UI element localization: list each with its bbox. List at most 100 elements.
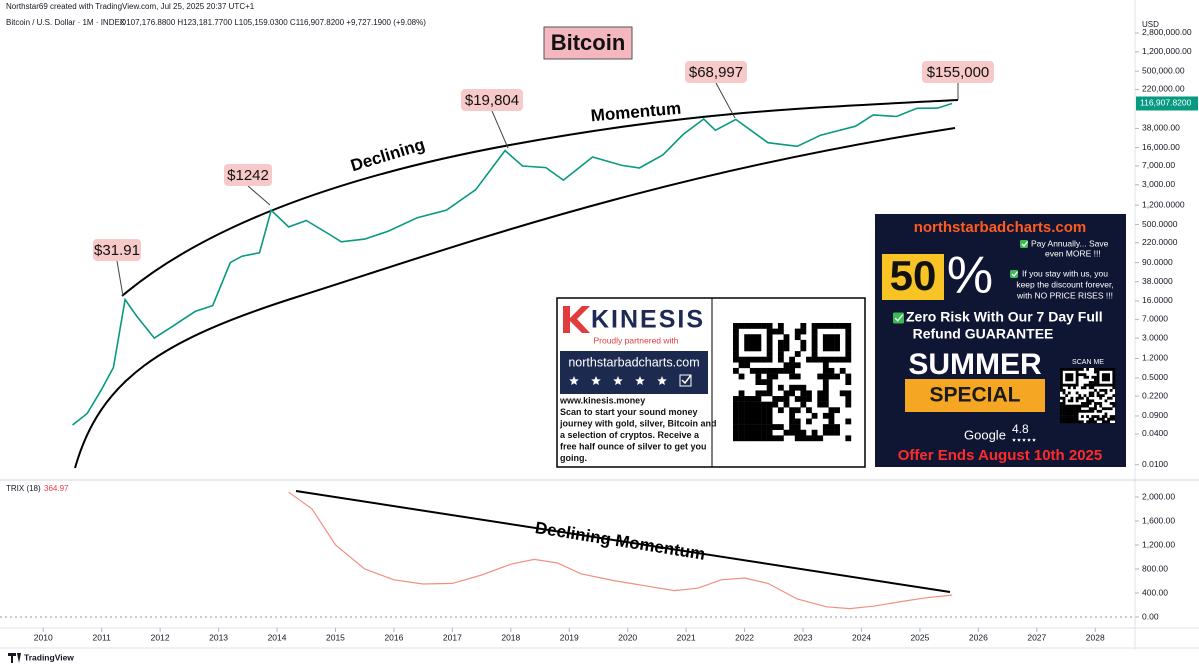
qr-cell [1070, 412, 1074, 416]
qr-cell [1070, 407, 1074, 411]
star [1027, 438, 1031, 442]
qr-cell [761, 407, 767, 414]
qr-cell [794, 362, 801, 369]
promo-site: northstarbadcharts.com [914, 219, 1087, 236]
qr-cell [738, 412, 745, 419]
qr-cell [794, 373, 801, 380]
qr-cell [834, 334, 840, 341]
y-tick-label: 7.0000 [1142, 314, 1168, 324]
qr-cell [744, 435, 751, 442]
qr-cell [806, 435, 812, 442]
qr-cell [800, 323, 807, 329]
y-tick-label: 1,200.0000 [1142, 199, 1185, 209]
qr-cell [1073, 407, 1076, 411]
y-tick-label: 1.2000 [1142, 353, 1168, 363]
qr-cell [755, 339, 762, 346]
qr-cell [811, 345, 818, 352]
qr-cell [1091, 394, 1095, 398]
qr-cell [822, 323, 829, 329]
qr-cell [1080, 368, 1084, 371]
qr-cell [738, 373, 745, 380]
qr-cell [1101, 368, 1105, 371]
qr-cell [1112, 381, 1116, 384]
qr-cell [789, 418, 796, 425]
qr-cell [1073, 420, 1076, 424]
check-icon-mark [1021, 241, 1029, 247]
qr-cell [1096, 381, 1100, 384]
qr-cell [1075, 375, 1079, 379]
x-tick-label: 2012 [151, 632, 170, 642]
qr-cell [1073, 368, 1076, 371]
qr-cell [1112, 373, 1116, 377]
qr-cell [1073, 404, 1076, 408]
qr-cell [800, 429, 807, 436]
qr-cell [1109, 415, 1113, 418]
y-tick-label: 16,000.00 [1142, 142, 1180, 152]
qr-cell [1070, 375, 1074, 379]
qr-cell [1073, 412, 1076, 416]
qr-cell [822, 345, 829, 352]
qr-cell [1065, 409, 1069, 413]
qr-cell [1088, 381, 1092, 384]
qr-cell [828, 356, 835, 363]
x-tick-label: 2024 [852, 632, 871, 642]
qr-cell [772, 396, 779, 402]
discount-box [882, 254, 944, 300]
qr-cell [828, 334, 835, 341]
callout-arrow [491, 110, 509, 149]
qr-cell [1065, 404, 1069, 408]
qr-cell [766, 384, 773, 391]
qr-cell [817, 435, 824, 442]
qr-cell [1062, 407, 1066, 411]
qr-cell [1067, 409, 1071, 413]
qr-cell [1094, 420, 1097, 424]
qr-cell [817, 373, 824, 380]
qr-cell [811, 351, 818, 357]
qr-cell [766, 418, 773, 425]
qr-cell [733, 339, 739, 346]
qr-cell [834, 373, 840, 380]
x-tick-label: 2023 [794, 632, 813, 642]
qr-cell [749, 339, 756, 346]
qr-cell [822, 339, 829, 346]
summer: SUMMER [908, 348, 1042, 381]
qr-cell [822, 379, 829, 386]
x-tick-label: 2025 [910, 632, 929, 642]
qr-cell [828, 373, 835, 380]
qr-cell [1112, 383, 1116, 387]
qr-cell [1065, 375, 1069, 379]
qr-cell [834, 407, 840, 414]
guarantee-text: Refund GUARANTEE [913, 326, 1054, 342]
y-tick-label: 500.0000 [1142, 219, 1178, 229]
qr-cell [1065, 420, 1069, 424]
qr-cell [749, 356, 756, 363]
qr-cell [794, 435, 801, 442]
star [635, 376, 645, 385]
qr-cell [1109, 388, 1113, 392]
qr-cell [1062, 402, 1066, 405]
qr-cell [1096, 417, 1100, 421]
y-tick-label: 220,000.00 [1142, 84, 1185, 94]
qr-cell [761, 418, 767, 425]
qr-cell [1062, 417, 1066, 421]
qr-cell [828, 429, 835, 436]
qr-cell [806, 396, 812, 402]
qr-cell [834, 429, 840, 436]
qr-cell [789, 362, 796, 369]
qr-cell [1086, 420, 1090, 424]
qr-cell [1091, 383, 1095, 387]
qr-cell [1060, 402, 1063, 405]
qr-cell [744, 412, 751, 419]
qr-cell [766, 429, 773, 436]
qr-cell [822, 362, 829, 369]
qr-cell [1096, 368, 1100, 371]
qr-cell [744, 362, 751, 369]
qr-cell [1075, 417, 1079, 421]
qr-cell [755, 323, 762, 329]
qr-cell [749, 418, 756, 425]
qr-cell [1094, 407, 1097, 411]
qr-cell [1075, 415, 1079, 418]
qr-cell [822, 390, 829, 397]
qr-cell [789, 412, 796, 419]
